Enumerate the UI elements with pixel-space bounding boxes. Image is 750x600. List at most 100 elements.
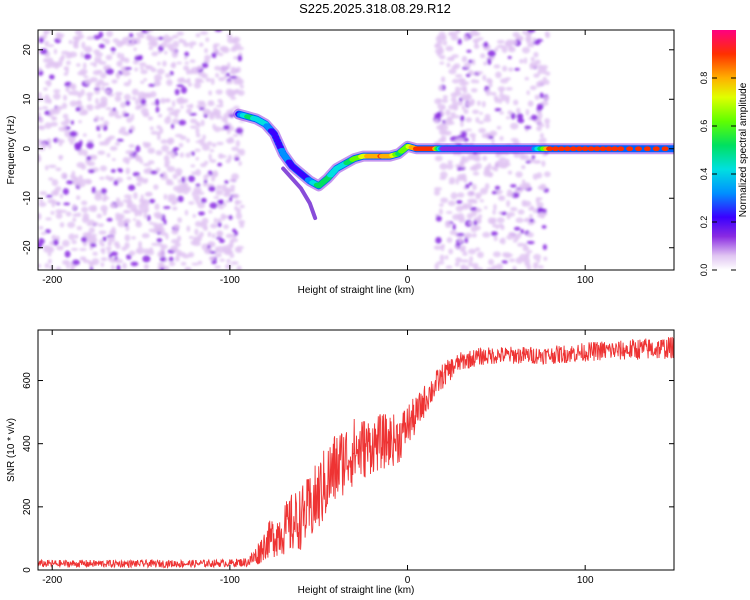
heatmap-noise-blob — [115, 201, 124, 208]
heatmap-noise-blob — [83, 46, 93, 53]
heatmap-noise-blob — [499, 136, 504, 141]
heatmap-noise-blob — [51, 234, 57, 241]
heatmap-noise-blob — [460, 265, 465, 270]
heatmap-noise-blob — [200, 119, 205, 127]
heatmap-noise-blob — [496, 217, 505, 224]
heatmap-noise-blob — [196, 104, 202, 109]
heatmap-noise-blob — [62, 125, 67, 132]
heatmap-noise-blob — [209, 250, 217, 254]
heatmap-noise-blob — [209, 159, 217, 163]
heatmap-noise-blob — [223, 124, 230, 131]
colorbar-tick-label: 0.8 — [699, 72, 709, 85]
heatmap-noise-blob — [525, 108, 530, 116]
heatmap-ridge-cell — [605, 146, 613, 152]
heatmap-noise-blob — [512, 31, 520, 38]
heatmap-noise-blob — [50, 210, 55, 215]
heatmap-noise-blob — [501, 260, 508, 264]
heatmap-noise-blob — [194, 148, 201, 152]
heatmap-noise-blob — [170, 123, 175, 129]
heatmap-noise-blob — [515, 217, 524, 223]
heatmap-noise-blob — [434, 155, 443, 162]
heatmap-noise-blob — [48, 177, 54, 181]
heatmap-noise-blob — [200, 197, 207, 204]
colorbar: 0.0 0.2 0.4 0.6 0.8 Normalized spectral ampl… — [699, 30, 749, 276]
heatmap-noise-blob — [46, 79, 52, 87]
heatmap-noise-blob — [545, 123, 550, 129]
heatmap-noise-blob — [222, 215, 231, 219]
heatmap-noise-blob — [147, 214, 151, 222]
heatmap-noise-blob — [223, 224, 229, 230]
heatmap-noise-blob — [133, 47, 137, 51]
heatmap-noise-blob — [160, 139, 168, 144]
heatmap-noise-blob — [515, 237, 520, 241]
heatmap-noise-blob — [81, 41, 86, 49]
heatmap-noise-blob — [229, 75, 238, 79]
heatmap-noise-blob — [168, 261, 176, 267]
heatmap-noise-blob — [110, 169, 116, 173]
heatmap-noise-blob — [445, 109, 451, 116]
heatmap-noise-blob — [475, 195, 481, 200]
heatmap-noise-blob — [120, 101, 126, 109]
heatmap-noise-blob — [99, 176, 105, 180]
heatmap-noise-blob — [213, 217, 218, 224]
heatmap-noise-blob — [495, 71, 502, 79]
heatmap-noise-blob — [201, 217, 209, 225]
heatmap-noise-blob — [186, 138, 190, 143]
heatmap-noise-blob — [134, 154, 140, 161]
x-tick-label: 0 — [405, 275, 411, 286]
heatmap-noise-blob — [543, 96, 550, 101]
heatmap-noise-blob — [204, 248, 209, 253]
heatmap-noise-blob — [129, 155, 134, 160]
heatmap-noise-blob — [136, 104, 145, 108]
heatmap-noise-blob — [38, 238, 45, 245]
heatmap-noise-blob — [164, 159, 170, 166]
heatmap-noise-blob — [171, 100, 176, 108]
heatmap-noise-blob — [123, 82, 131, 87]
heatmap-noise-blob — [527, 100, 534, 107]
heatmap-noise-blob — [201, 62, 209, 69]
x-tick-label: 0 — [405, 575, 411, 586]
heatmap-noise-blob — [204, 55, 212, 60]
heatmap-noise-blob — [544, 118, 550, 125]
heatmap-noise-blob — [529, 85, 537, 91]
heatmap-noise-blob — [166, 182, 175, 186]
heatmap-noise-blob — [83, 149, 88, 157]
heatmap-noise-blob — [487, 217, 495, 224]
heatmap-noise-blob — [191, 151, 195, 156]
heatmap-noise-blob — [238, 220, 246, 225]
heatmap-noise-blob — [132, 59, 139, 65]
heatmap-noise-blob — [57, 33, 65, 37]
heatmap-noise-blob — [202, 144, 210, 151]
heatmap-noise-blob — [491, 265, 498, 270]
heatmap-noise-blob — [230, 186, 235, 193]
heatmap-noise-blob — [64, 130, 72, 138]
heatmap-noise-blob — [495, 263, 504, 270]
heatmap-noise-blob — [215, 236, 223, 240]
heatmap-noise-blob — [39, 191, 48, 196]
heatmap-noise-blob — [97, 102, 104, 108]
heatmap-noise-blob — [202, 182, 209, 187]
heatmap-noise-blob — [123, 112, 130, 117]
heatmap-noise-blob — [525, 160, 532, 164]
heatmap-noise-blob — [468, 182, 473, 186]
heatmap-noise-blob — [463, 35, 469, 42]
heatmap-noise-blob — [124, 72, 131, 76]
heatmap-noise-blob — [218, 154, 227, 158]
heatmap-noise-blob — [90, 242, 97, 248]
heatmap-noise-blob — [482, 231, 491, 238]
heatmap-noise-blob — [214, 246, 219, 253]
heatmap-noise-blob — [495, 189, 501, 195]
heatmap-noise-blob — [132, 218, 137, 221]
heatmap-noise-blob — [526, 90, 530, 95]
snr-y-axis: 0 200 400 600 — [22, 372, 674, 573]
heatmap-noise-blob — [214, 265, 222, 269]
heatmap-noise-blob — [44, 263, 49, 269]
heatmap-noise-blob — [478, 127, 486, 134]
heatmap-noise-blob — [54, 61, 63, 68]
heatmap-ridge-cell — [581, 146, 589, 152]
heatmap-noise-blob — [216, 184, 223, 190]
heatmap-noise-blob — [434, 189, 441, 196]
heatmap-noise-blob — [469, 133, 477, 138]
heatmap-noise-blob — [219, 238, 225, 244]
heatmap-noise-blob — [439, 61, 445, 65]
